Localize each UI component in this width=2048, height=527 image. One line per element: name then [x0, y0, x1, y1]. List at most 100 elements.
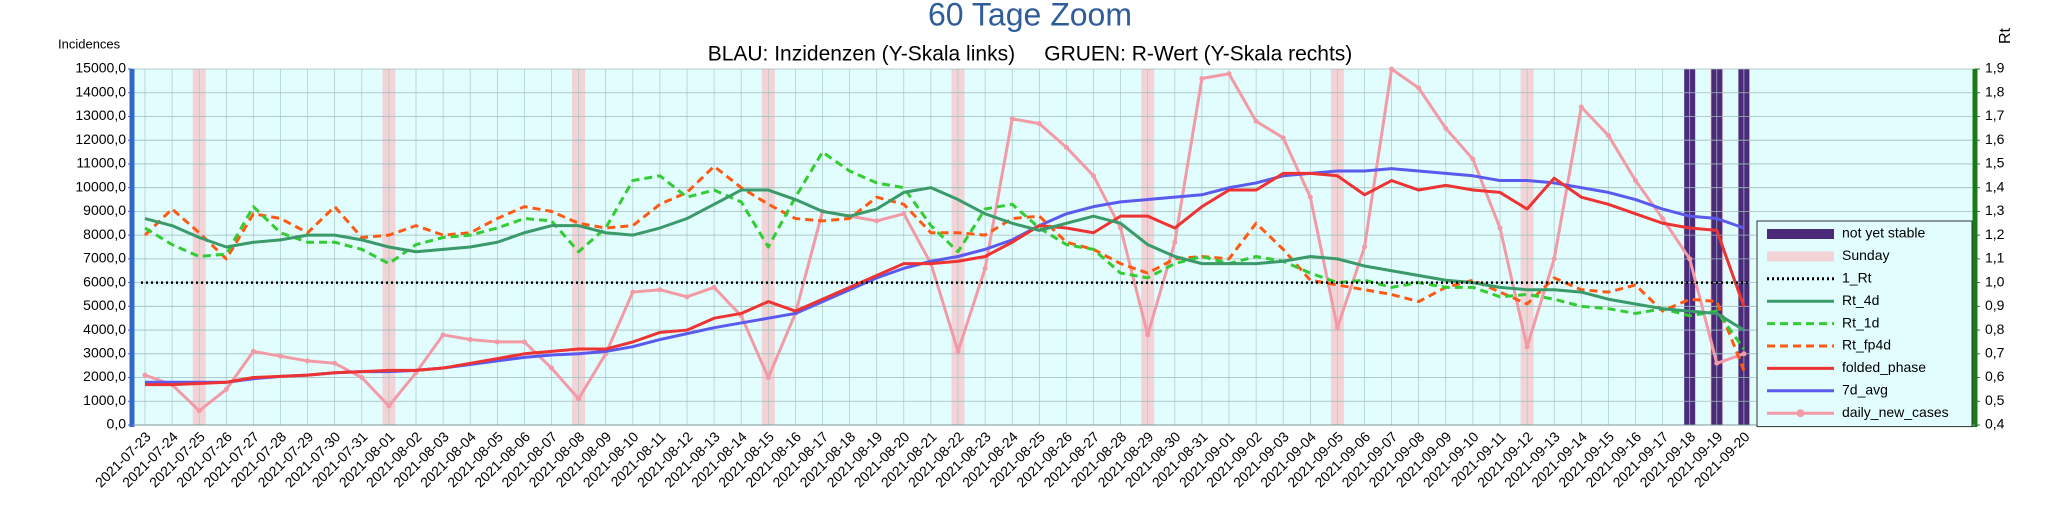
y-tick-label: 4000,0	[83, 321, 126, 337]
point	[1443, 125, 1449, 131]
point	[549, 365, 554, 371]
legend-marker	[1796, 409, 1805, 418]
point	[684, 294, 690, 300]
point	[386, 403, 392, 409]
point	[657, 287, 663, 293]
legend-swatch	[1767, 251, 1834, 262]
y-tick-label: 7000,0	[83, 250, 126, 266]
point	[1009, 116, 1015, 122]
y-tick-label: 3000,0	[83, 345, 126, 361]
y-tick-label: 13000,0	[75, 107, 126, 123]
point	[1524, 344, 1530, 350]
point	[1389, 66, 1395, 72]
y-tick-label: 0,0	[107, 416, 127, 432]
point	[765, 375, 771, 381]
point	[901, 211, 907, 217]
point	[1280, 135, 1286, 141]
legend-swatch	[1767, 229, 1834, 239]
point	[250, 348, 256, 354]
point	[1145, 332, 1151, 338]
point	[1334, 325, 1340, 331]
chart-title: 60 Tage Zoom	[928, 0, 1132, 32]
point	[1660, 216, 1666, 222]
point	[278, 353, 283, 359]
y2-axis-title: Rt	[1997, 27, 2014, 44]
y-tick-label: 12000,0	[75, 131, 126, 147]
point	[1687, 256, 1693, 262]
y-tick-label: 9000,0	[83, 202, 126, 218]
legend-label: Sunday	[1842, 247, 1889, 263]
point	[142, 372, 148, 378]
legend-label: folded_phase	[1842, 359, 1926, 375]
legend-label: daily_new_cases	[1842, 404, 1949, 420]
legend-label: Rt_fp4d	[1842, 337, 1891, 353]
point	[467, 337, 473, 343]
y2-tick-label: 1,2	[1985, 226, 2005, 242]
point	[1091, 173, 1096, 179]
point	[1036, 121, 1042, 127]
y2-tick-label: 0,8	[1985, 321, 2005, 337]
y-tick-label: 5000,0	[83, 297, 126, 313]
legend-label: Rt_4d	[1842, 292, 1879, 308]
y-tick-label: 15000,0	[75, 60, 126, 76]
series-line	[145, 171, 1746, 387]
plot-area	[132, 69, 1975, 425]
point	[521, 339, 527, 345]
y2-tick-label: 1,6	[1985, 131, 2005, 147]
y2-tick-label: 0,7	[1985, 345, 2005, 361]
point	[1307, 194, 1313, 200]
y2-tick-label: 1,0	[1985, 273, 2005, 289]
point	[332, 360, 338, 366]
legend-label: not yet stable	[1842, 225, 1925, 241]
y2-tick-label: 1,7	[1985, 107, 2005, 123]
y2-tick-label: 1,3	[1985, 202, 2005, 218]
y2-tick-label: 0,6	[1985, 368, 2005, 384]
y2-tick-label: 0,4	[1985, 416, 2005, 432]
series-line	[144, 67, 1745, 413]
point	[576, 396, 582, 402]
legend-label: 1_Rt	[1842, 270, 1872, 286]
chart-subtitle: BLAU: Inzidenzen (Y-Skala links) GRUEN: …	[708, 43, 1353, 66]
y-tick-label: 10000,0	[75, 178, 126, 194]
y-tick-label: 2000,0	[83, 368, 126, 384]
point	[1578, 104, 1584, 110]
point	[1605, 132, 1611, 138]
point	[1633, 178, 1638, 184]
y-tick-label: 1000,0	[83, 392, 126, 408]
point	[1063, 144, 1069, 150]
point	[1741, 351, 1747, 357]
y-tick-label: 14000,0	[75, 83, 126, 99]
point	[196, 408, 202, 414]
point	[1253, 118, 1259, 124]
y2-tick-label: 1,4	[1985, 178, 2005, 194]
point	[1714, 360, 1720, 366]
point	[1470, 156, 1476, 162]
point	[494, 339, 500, 345]
point	[711, 284, 717, 290]
point	[359, 375, 365, 381]
point	[982, 265, 988, 271]
y2-tick-label: 1,1	[1985, 250, 2005, 266]
point	[874, 218, 880, 224]
point	[1551, 256, 1557, 262]
y-tick-label: 11000,0	[76, 155, 126, 171]
legend-label: 7d_avg	[1842, 382, 1888, 398]
point	[1118, 225, 1124, 231]
legend-label: Rt_1d	[1842, 314, 1879, 330]
point	[440, 332, 446, 338]
point	[1199, 75, 1205, 81]
point	[1497, 225, 1503, 231]
point	[955, 348, 961, 354]
point	[1416, 85, 1422, 91]
y2-tick-label: 1,9	[1985, 60, 2005, 76]
point	[223, 386, 229, 392]
y-tick-label: 6000,0	[83, 273, 126, 289]
y-tick-label: 8000,0	[83, 226, 126, 242]
y2-tick-label: 1,8	[1985, 83, 2005, 99]
y2-tick-label: 1,5	[1985, 155, 2005, 171]
y-axis-title: Incidences	[58, 36, 121, 51]
point	[1362, 244, 1367, 250]
point	[630, 289, 636, 295]
point	[305, 358, 311, 364]
